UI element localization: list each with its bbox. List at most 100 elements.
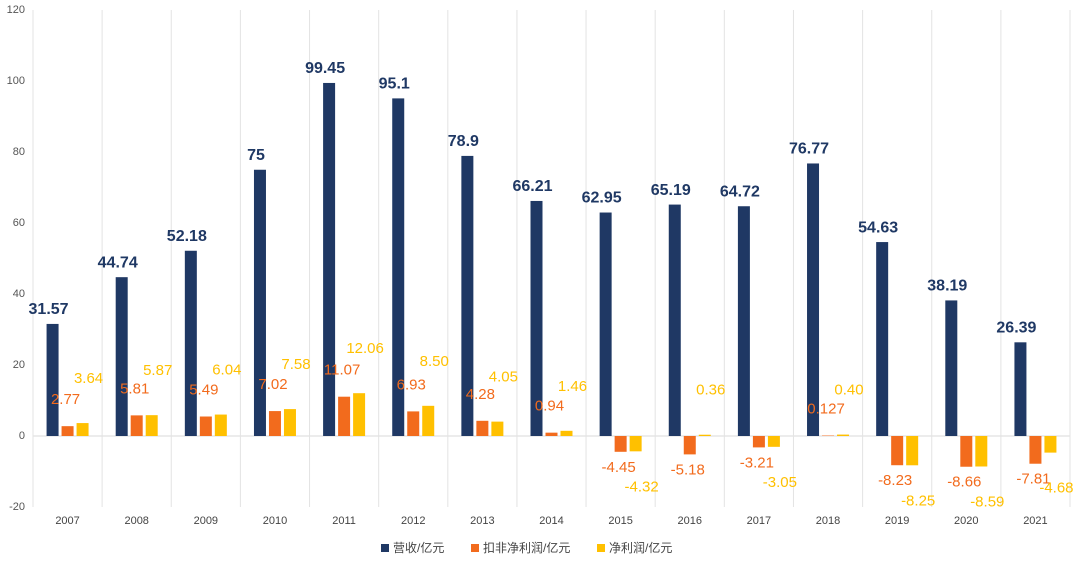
data-label: 75 — [247, 147, 265, 164]
bar — [1014, 342, 1027, 436]
x-tick-label: 2020 — [954, 515, 978, 527]
x-tick-label: 2013 — [470, 515, 494, 527]
x-tick-label: 2011 — [332, 515, 356, 527]
data-label: 5.49 — [189, 381, 218, 398]
bar — [614, 436, 627, 452]
data-label: 26.39 — [996, 320, 1036, 337]
data-label: 38.19 — [927, 278, 967, 295]
data-label: -3.21 — [740, 454, 774, 471]
legend-label: 营收/亿元 — [393, 540, 444, 555]
y-tick-label: 80 — [13, 146, 25, 158]
data-label: -4.68 — [1039, 480, 1073, 497]
data-label: -8.23 — [878, 472, 912, 489]
data-label: -3.05 — [763, 474, 797, 491]
bar — [668, 204, 681, 436]
bar — [545, 432, 558, 436]
bar — [737, 206, 750, 436]
bar — [530, 200, 543, 436]
bar — [392, 98, 405, 437]
bar — [145, 415, 158, 436]
bar — [945, 300, 958, 436]
data-label: 0.94 — [535, 398, 564, 415]
bar — [130, 415, 143, 436]
legend-swatch — [597, 544, 605, 552]
data-label: 7.58 — [281, 356, 310, 373]
bar — [323, 82, 336, 436]
bar — [268, 411, 281, 436]
data-label: 12.06 — [346, 340, 384, 357]
bar — [338, 396, 351, 436]
bar — [353, 393, 366, 436]
data-label: 1.46 — [558, 378, 587, 395]
bar — [906, 436, 919, 466]
data-label: 6.04 — [212, 362, 241, 379]
data-label: -8.25 — [901, 492, 935, 509]
x-tick-label: 2018 — [816, 515, 840, 527]
x-tick-label: 2009 — [194, 515, 218, 527]
bar — [491, 421, 504, 436]
data-label: 5.87 — [143, 362, 172, 379]
bar — [876, 242, 889, 436]
bar — [807, 163, 820, 437]
bar — [407, 411, 420, 436]
data-label: 64.72 — [720, 183, 760, 200]
data-label: 62.95 — [582, 190, 622, 207]
bar — [698, 434, 711, 436]
data-label: -4.32 — [625, 478, 659, 495]
bar — [61, 426, 74, 436]
x-tick-label: 2017 — [747, 515, 771, 527]
bar — [184, 250, 197, 436]
data-label: 4.28 — [466, 386, 495, 403]
data-label: 2.77 — [51, 391, 80, 408]
data-label: 31.57 — [29, 301, 69, 318]
data-label: -5.18 — [671, 461, 705, 478]
data-label: 0.36 — [696, 382, 725, 399]
data-label: 54.63 — [858, 219, 898, 236]
y-tick-label: 20 — [13, 359, 25, 371]
x-tick-label: 2014 — [539, 515, 563, 527]
data-label: 52.18 — [167, 228, 207, 245]
y-tick-label: 100 — [7, 75, 25, 87]
data-label: 65.19 — [651, 182, 691, 199]
data-label: 7.02 — [258, 376, 287, 393]
y-tick-label: 120 — [7, 4, 25, 16]
bar — [214, 414, 227, 436]
bar — [283, 409, 296, 436]
x-tick-label: 2016 — [678, 515, 702, 527]
y-tick-label: 0 — [19, 430, 25, 442]
data-label: 99.45 — [305, 60, 345, 77]
bar — [752, 436, 765, 448]
bar — [199, 416, 212, 436]
bar — [46, 323, 59, 436]
bar — [422, 405, 435, 436]
legend-label: 扣非净利润/亿元 — [483, 540, 570, 555]
data-label: 6.93 — [397, 376, 426, 393]
bar — [837, 434, 850, 436]
y-tick-label: -20 — [9, 501, 25, 513]
legend-swatch — [381, 544, 389, 552]
bar — [891, 436, 904, 466]
data-label: 4.05 — [489, 369, 518, 386]
x-tick-label: 2010 — [263, 515, 287, 527]
y-tick-label: 40 — [13, 288, 25, 300]
data-label: 8.50 — [420, 353, 449, 370]
bar — [1029, 436, 1042, 464]
legend-swatch — [471, 544, 479, 552]
data-label: 95.1 — [379, 76, 410, 93]
data-label: 3.64 — [74, 370, 103, 387]
data-label: -7.81 — [1016, 471, 1050, 488]
data-label: 11.07 — [324, 362, 360, 379]
bar — [683, 436, 696, 455]
bar — [767, 436, 780, 447]
bar — [975, 436, 988, 467]
x-tick-label: 2019 — [885, 515, 909, 527]
bar — [629, 436, 642, 452]
x-tick-label: 2012 — [401, 515, 425, 527]
bar — [461, 155, 474, 436]
bar — [599, 212, 612, 436]
data-label: 44.74 — [98, 254, 138, 271]
bar — [253, 169, 266, 436]
data-label: -4.45 — [602, 459, 636, 476]
x-tick-label: 2015 — [608, 515, 632, 527]
